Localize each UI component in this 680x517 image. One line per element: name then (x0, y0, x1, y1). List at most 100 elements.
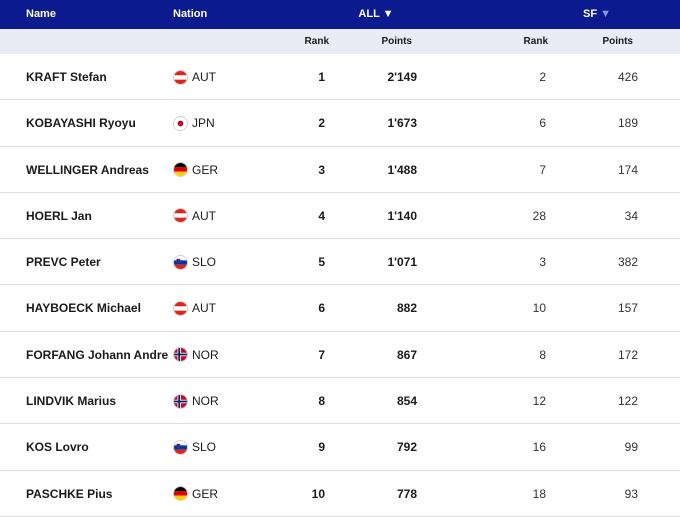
nation-cell: GER (173, 147, 218, 193)
nation-cell: AUT (173, 193, 216, 239)
points-sf: 174 (617, 162, 638, 177)
points-sf: 172 (617, 347, 638, 362)
athlete-name[interactable]: HAYBOECK Michael (26, 301, 141, 316)
points-sf: 382 (617, 255, 638, 270)
rank-sf: 6 (539, 116, 546, 131)
rank-all: 6 (318, 301, 325, 316)
rank-all: 1 (318, 70, 325, 84)
nation-code: AUT (192, 208, 216, 223)
rank-all: 5 (318, 255, 325, 270)
rank-sf: 28 (532, 208, 546, 223)
athlete-name[interactable]: KRAFT Stefan (26, 70, 107, 84)
rank-all: 2 (318, 116, 325, 131)
nation-cell: SLO (173, 239, 216, 285)
rank-all: 10 (311, 486, 325, 501)
table-header: Name Nation ALL ▼ SF ▼ (0, 0, 680, 29)
rank-all: 9 (318, 440, 325, 455)
table-row[interactable]: KRAFT Stefan AUT 1 2'149 2 426 (0, 54, 680, 101)
athlete-name[interactable]: WELLINGER Andreas (26, 162, 149, 177)
nation-code: SLO (192, 255, 217, 270)
points-all: 1'488 (387, 162, 417, 177)
rank-sf: 16 (532, 440, 546, 455)
points-sf: 426 (617, 70, 638, 84)
rank-sf: 7 (539, 162, 546, 177)
nation-cell: SLO (173, 424, 216, 470)
nation-cell: JPN (173, 100, 215, 146)
all-column-header[interactable]: ALL ▼ (356, 0, 396, 29)
points-all: 854 (396, 394, 417, 409)
nation-code: AUT (192, 301, 216, 316)
sf-label: SF (582, 8, 598, 20)
points-sf: 99 (624, 440, 638, 455)
points-sf: 189 (617, 116, 638, 131)
points-sf: 157 (617, 301, 638, 316)
points-all: 792 (396, 440, 417, 455)
nor-flag-icon (173, 347, 188, 363)
nation-cell: GER (173, 471, 218, 517)
table-row[interactable]: PASCHKE Pius GER 10 778 18 93 (0, 471, 680, 517)
rank-sf: 18 (532, 486, 546, 501)
nation-code: GER (192, 162, 219, 177)
rank-all: 4 (318, 208, 325, 223)
slo-flag-icon (173, 254, 188, 270)
table-row[interactable]: KOS Lovro SLO 9 792 16 99 (0, 424, 680, 471)
athlete-name[interactable]: HOERL Jan (26, 208, 92, 223)
rank-all: 3 (318, 162, 325, 177)
athlete-name[interactable]: KOS Lovro (26, 440, 89, 455)
table-row[interactable]: PREVC Peter SLO 5 1'071 3 382 (0, 239, 680, 286)
nation-cell: NOR (173, 378, 219, 424)
athlete-name[interactable]: KOBAYASHI Ryoyu (26, 116, 136, 131)
table-row[interactable]: HAYBOECK Michael AUT 6 882 10 157 (0, 285, 680, 332)
points-sf-header[interactable]: Points (602, 36, 633, 47)
nation-code: AUT (192, 70, 216, 84)
table-row[interactable]: WELLINGER Andreas GER 3 1'488 7 174 (0, 147, 680, 193)
athlete-name[interactable]: PASCHKE Pius (26, 486, 113, 501)
table-row[interactable]: LINDVIK Marius NOR 8 854 12 122 (0, 378, 680, 425)
points-all: 1'673 (387, 116, 417, 131)
table-body: KRAFT Stefan AUT 1 2'149 2 426 KOBAYASHI Ryoyu… (0, 54, 680, 517)
points-all: 1'140 (387, 208, 417, 223)
points-all: 778 (396, 486, 417, 501)
nation-code: GER (192, 486, 219, 501)
table-subheader: Rank Points Rank Points (0, 29, 680, 54)
points-all-header[interactable]: Points (381, 36, 412, 47)
athlete-name[interactable]: FORFANG Johann Andre (26, 347, 168, 362)
ger-flag-icon (173, 486, 188, 502)
chevron-down-icon: ▼ (382, 8, 394, 20)
nation-cell: NOR (173, 332, 219, 378)
rank-sf: 8 (539, 347, 546, 362)
points-all: 2'149 (387, 70, 417, 84)
rank-sf: 3 (539, 255, 546, 270)
slo-flag-icon (173, 439, 188, 455)
rank-all: 7 (318, 347, 325, 362)
aut-flag-icon (173, 300, 188, 316)
table-row[interactable]: HOERL Jan AUT 4 1'140 28 34 (0, 193, 680, 240)
nation-code: NOR (192, 394, 219, 409)
all-label: ALL (358, 8, 380, 20)
nation-cell: AUT (173, 54, 216, 100)
ger-flag-icon (173, 162, 188, 178)
points-sf: 122 (617, 394, 638, 409)
table-row[interactable]: KOBAYASHI Ryoyu JPN 2 1'673 6 189 (0, 100, 680, 147)
jpn-flag-icon (173, 115, 188, 131)
table-row[interactable]: FORFANG Johann Andre NOR 7 867 8 172 (0, 332, 680, 379)
rank-sf: 10 (532, 301, 546, 316)
rank-sf: 12 (532, 394, 546, 409)
sf-column-header[interactable]: SF ▼ (577, 0, 617, 29)
athlete-name[interactable]: PREVC Peter (26, 255, 101, 270)
rank-sf-header[interactable]: Rank (523, 36, 548, 47)
athlete-name[interactable]: LINDVIK Marius (26, 394, 117, 409)
rank-all: 8 (318, 394, 325, 409)
aut-flag-icon (173, 208, 188, 224)
points-all: 882 (396, 301, 417, 316)
points-all: 867 (396, 347, 417, 362)
rank-all-header[interactable]: Rank (304, 36, 329, 47)
name-column-header[interactable]: Name (26, 8, 56, 20)
nation-column-header[interactable]: Nation (173, 8, 208, 20)
points-sf: 34 (624, 208, 638, 223)
nation-cell: AUT (173, 285, 216, 331)
points-all: 1'071 (387, 255, 417, 270)
nation-code: JPN (192, 116, 215, 131)
aut-flag-icon (173, 69, 188, 85)
